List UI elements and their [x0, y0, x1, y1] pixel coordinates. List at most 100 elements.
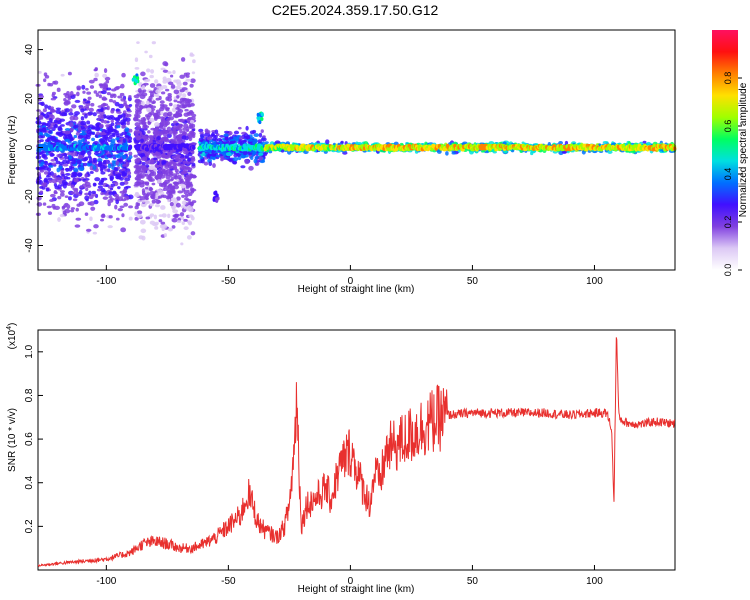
spectrogram-cell	[68, 112, 74, 116]
spectrogram-cell	[233, 130, 240, 135]
spectrogram-cell	[93, 68, 98, 72]
spectrogram-cell	[145, 114, 149, 118]
spectrogram-cell	[178, 109, 184, 114]
spectrogram-cell	[175, 154, 182, 158]
spectrogram-cell	[150, 69, 155, 74]
spectrogram-cell	[236, 153, 241, 157]
spectrogram-cell	[134, 158, 141, 163]
spectrogram-cell	[47, 129, 53, 134]
spectrogram-cell	[258, 152, 264, 156]
spectrogram-cell	[49, 199, 55, 202]
spectrogram-cell	[57, 184, 62, 189]
figure-title: C2E5.2024.359.17.50.G12	[272, 2, 439, 18]
spectrogram-cell	[104, 193, 110, 196]
spectrogram-cell	[185, 185, 190, 189]
spectrogram-cell	[148, 117, 155, 123]
spectrogram-cell	[141, 188, 146, 194]
spectrogram-cell	[133, 94, 140, 99]
spectrogram-cell	[87, 150, 92, 156]
spectrogram-cell	[160, 116, 165, 121]
spectrogram-cell	[88, 79, 95, 84]
spectrogram-cell	[89, 170, 94, 174]
spectrogram-cell	[140, 117, 147, 122]
spectrogram-cell	[182, 127, 187, 131]
spectrogram-cell	[137, 150, 143, 154]
spectrogram-cell	[100, 90, 107, 95]
colorbar: 0.0 0.2 0.4 0.6 0.8 Normalized spectral ampl…	[712, 30, 749, 276]
spectrogram-cell	[488, 141, 495, 145]
spectrogram-cell	[162, 112, 169, 118]
spectrogram-cell	[134, 67, 140, 70]
spectrogram-cell	[172, 127, 177, 131]
spectrogram-cell	[121, 124, 126, 129]
spectrogram-cell	[173, 79, 178, 83]
spectrogram-cell	[97, 185, 103, 189]
spectrogram-cell	[115, 117, 121, 122]
spectrogram-cell	[223, 130, 230, 134]
spectrogram-cell	[122, 119, 126, 124]
spectrogram-cell	[107, 225, 113, 229]
spectrogram-cell	[63, 156, 70, 160]
spectrogram-cell	[121, 193, 125, 198]
spectrogram-cell	[85, 87, 89, 91]
colorbar-tick-label: 0.0	[723, 264, 733, 277]
spectrogram-cell	[65, 99, 69, 104]
colorbar-tick-label: 0.6	[723, 120, 733, 133]
spectrogram-cell	[237, 126, 242, 130]
spectrogram-cell	[78, 189, 83, 195]
spectrogram-cell	[176, 174, 182, 180]
spectrogram-cell	[176, 196, 181, 201]
spectrogram-cell	[42, 108, 47, 113]
spectrogram-cell	[42, 154, 48, 158]
spectrogram-cell	[188, 136, 193, 142]
spectrogram-cell	[162, 61, 168, 66]
spectrogram-cell	[133, 129, 140, 135]
spectrogram-cell	[75, 159, 82, 165]
spectrogram-cell	[84, 113, 88, 119]
spectrogram-cell	[104, 168, 108, 172]
spectrogram-cell	[254, 156, 259, 160]
spectrogram-cell	[192, 59, 196, 64]
spectrogram-cell	[76, 85, 82, 90]
spectrogram-cell	[55, 160, 61, 165]
spectrogram-cell	[108, 215, 113, 219]
spectrogram-cell	[70, 94, 76, 99]
snr-x-tick-label: 50	[467, 576, 479, 587]
spectrogram-cell	[106, 168, 111, 173]
spectrogram-cell	[94, 126, 101, 132]
spectrogram-cell	[141, 85, 146, 90]
spectrogram-cell	[140, 228, 147, 234]
spectrogram-cell	[154, 79, 159, 84]
spectrogram-cell	[101, 151, 106, 155]
spectrogram-cell	[71, 151, 78, 157]
spectrogram-cell	[530, 151, 534, 156]
spectrogram-cell	[173, 99, 178, 103]
spectrogram-cell	[50, 106, 54, 110]
spectrogram-cell	[181, 135, 187, 140]
spectrogram-cell	[43, 132, 49, 137]
spectrogram-cell	[91, 137, 96, 142]
spectrogram-cell	[179, 128, 183, 134]
spectrogram-cell	[161, 213, 167, 218]
spectrogram-cell	[191, 71, 196, 75]
spectrogram-cell	[61, 112, 67, 117]
spectrogram-cell	[158, 214, 163, 217]
spectrogram-cell	[128, 216, 133, 221]
spectrogram-cell	[134, 181, 140, 186]
spectrogram-feature-cell	[256, 112, 260, 117]
spectrogram-cell	[64, 195, 69, 198]
spectrogram-cell	[114, 154, 119, 158]
spectrogram-cell	[124, 195, 130, 201]
spectrogram-cell	[105, 124, 110, 128]
spectrogram-cell	[87, 111, 94, 116]
spectrogram-cell	[189, 83, 194, 88]
spectrogram-cell	[140, 138, 144, 143]
spectrogram-cell	[142, 167, 149, 171]
spectrogram-cell	[128, 151, 133, 156]
spectrogram-cell	[149, 83, 156, 88]
spectrogram-cell	[67, 96, 72, 101]
spectrogram-cell	[97, 182, 104, 186]
spectrogram-x-tick-label: -50	[221, 276, 236, 287]
spectrogram-cell	[151, 182, 156, 186]
spectrogram-cell	[145, 216, 151, 220]
